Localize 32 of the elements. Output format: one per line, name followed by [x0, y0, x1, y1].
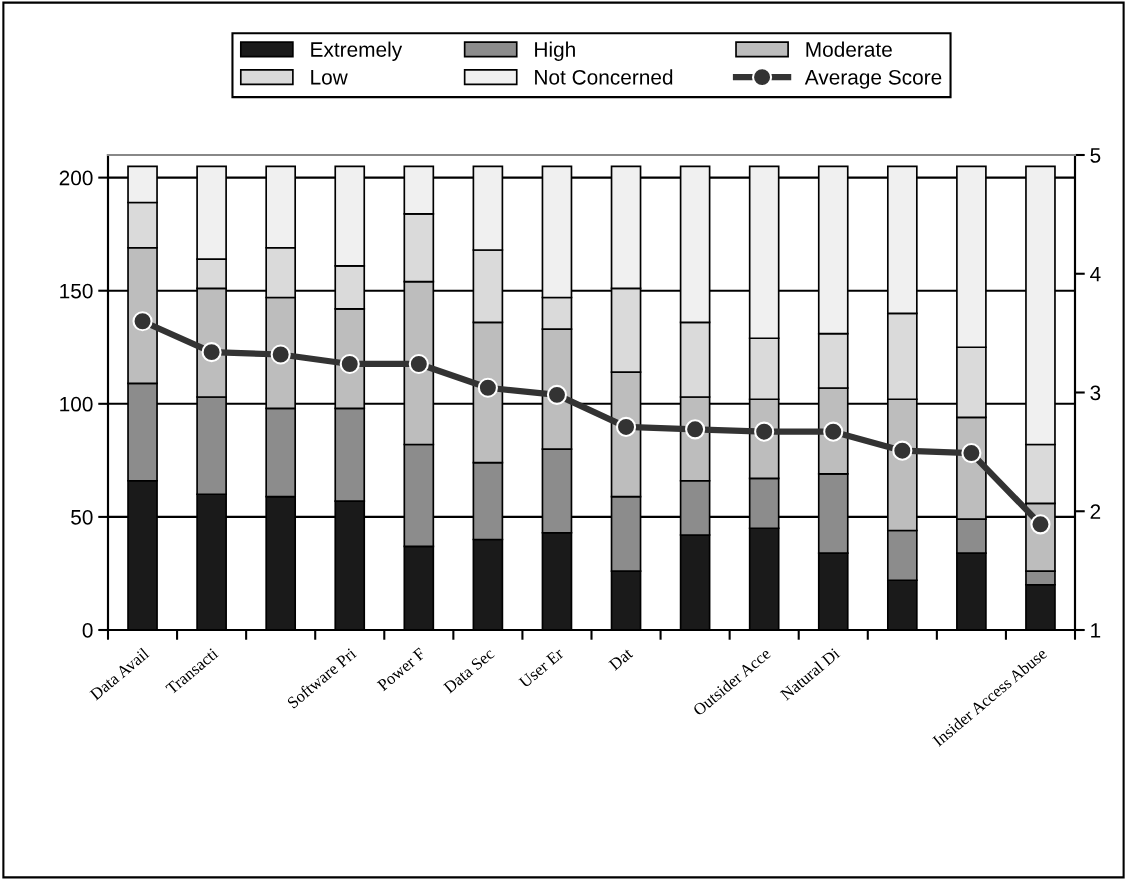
y2-tick-label: 3 — [1090, 385, 1101, 401]
y-tick-label: 150 — [60, 283, 93, 299]
y2-tick-label: 5 — [1090, 148, 1101, 163]
y-tick-label: 0 — [82, 623, 93, 638]
x-tick-label: Data Sec — [442, 647, 496, 694]
point — [408, 353, 429, 375]
point — [339, 353, 360, 375]
x-tick-label: User Er — [518, 647, 565, 689]
point — [270, 344, 291, 365]
point — [892, 440, 913, 461]
legend-label: Average Score — [804, 69, 942, 89]
y2-tick-label: 2 — [1090, 504, 1101, 519]
point — [961, 442, 982, 464]
y-tick-label: 200 — [59, 170, 93, 186]
point — [685, 419, 706, 440]
x-tick-label: Dat — [608, 647, 634, 671]
legend-label: Moderate — [806, 41, 892, 57]
legend-label: Not Concerned — [535, 69, 673, 85]
point — [477, 377, 498, 398]
legend-label: High — [535, 41, 575, 61]
point — [1030, 514, 1051, 535]
legend-label: Extremely — [311, 41, 403, 61]
point — [132, 311, 153, 332]
point — [201, 342, 222, 363]
point — [823, 421, 844, 442]
y-tick-label: 100 — [60, 396, 93, 412]
y2-tick-label: 4 — [1090, 266, 1101, 282]
y2-tick-label: 1 — [1091, 623, 1101, 638]
legend-label: Low — [311, 70, 348, 85]
point — [546, 384, 568, 405]
y-tick-label: 50 — [71, 509, 93, 525]
point — [615, 416, 637, 438]
